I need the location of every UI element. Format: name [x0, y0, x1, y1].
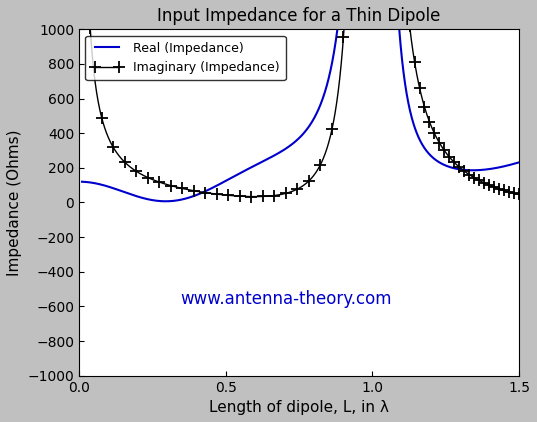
Imaginary (Impedance) — [87, 26, 93, 31]
Real (Impedance) — [306, 124, 312, 129]
Real (Impedance) — [163, 199, 169, 204]
Imaginary (Impedance) — [146, 176, 153, 181]
X-axis label: Length of dipole, L, in λ: Length of dipole, L, in λ — [209, 400, 389, 415]
Imaginary (Impedance) — [245, 194, 251, 199]
Imaginary (Impedance) — [252, 194, 258, 199]
Imaginary (Impedance) — [150, 177, 157, 182]
Real (Impedance) — [335, 25, 341, 30]
Text: www.antenna-theory.com: www.antenna-theory.com — [180, 290, 391, 308]
Real (Impedance) — [335, 24, 341, 29]
Title: Input Impedance for a Thin Dipole: Input Impedance for a Thin Dipole — [157, 7, 441, 25]
Real (Impedance) — [277, 149, 284, 154]
Imaginary (Impedance) — [271, 193, 277, 198]
Imaginary (Impedance) — [220, 192, 226, 197]
Real (Impedance) — [224, 177, 231, 182]
Y-axis label: Impedance (Ohms): Impedance (Ohms) — [7, 129, 22, 276]
Real (Impedance) — [322, 89, 328, 95]
Line: Real (Impedance): Real (Impedance) — [82, 26, 338, 201]
Legend: Real (Impedance), Imaginary (Impedance): Real (Impedance), Imaginary (Impedance) — [85, 35, 286, 80]
Imaginary (Impedance) — [180, 186, 187, 191]
Real (Impedance) — [79, 179, 85, 184]
Imaginary (Impedance) — [341, 24, 347, 29]
Real (Impedance) — [164, 199, 171, 204]
Line: Imaginary (Impedance): Imaginary (Impedance) — [85, 21, 350, 202]
